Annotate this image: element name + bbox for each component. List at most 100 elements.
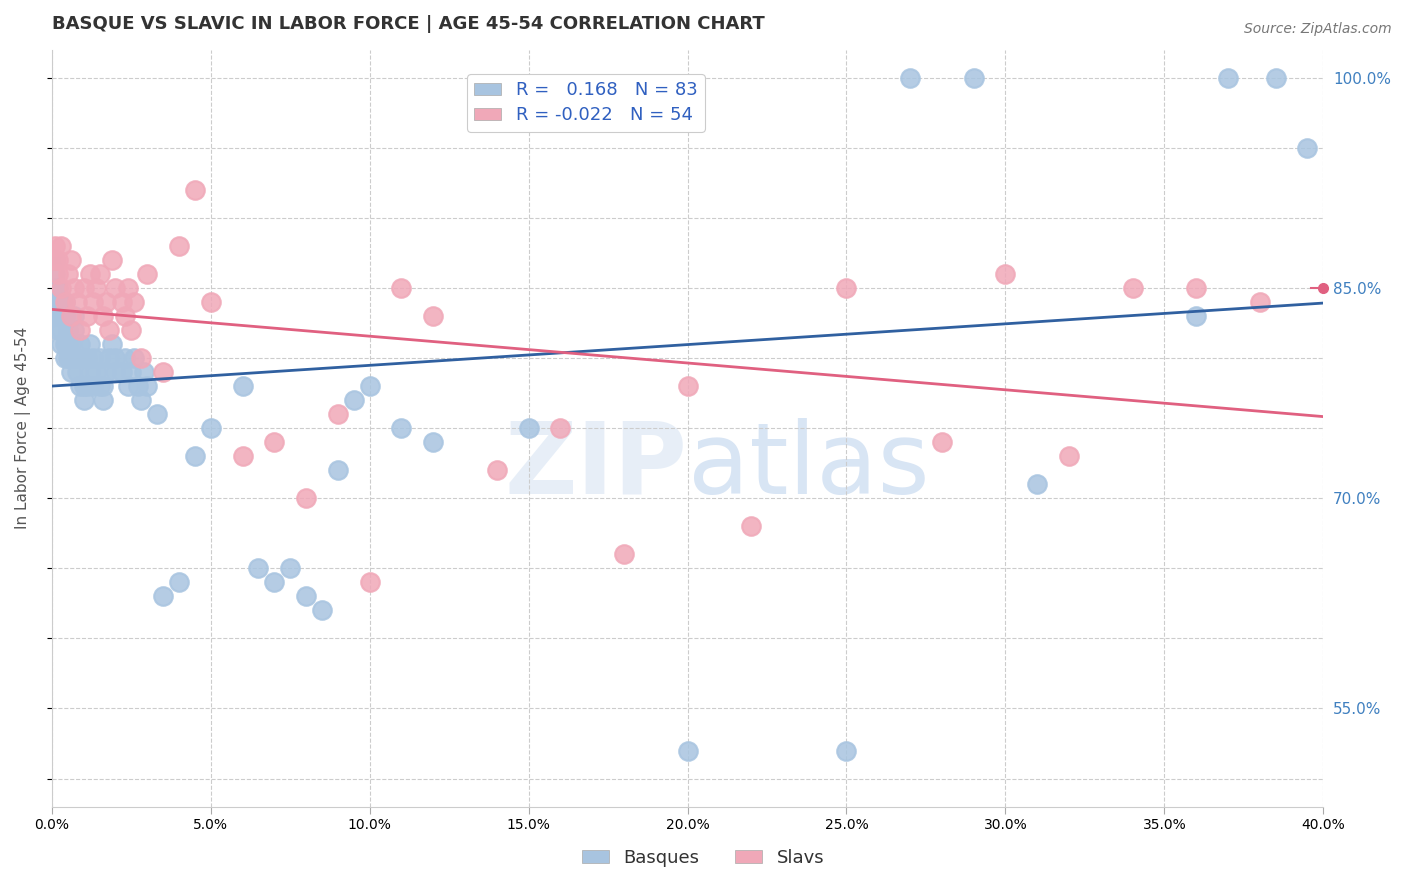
Point <box>86 365 108 379</box>
Point <box>69 379 91 393</box>
Point <box>66 351 89 366</box>
Point <box>46 267 69 281</box>
Point <box>740 519 762 533</box>
Point <box>76 351 98 366</box>
Point <box>82 379 104 393</box>
Point <box>359 379 381 393</box>
Point <box>46 253 69 268</box>
Text: atlas: atlas <box>688 417 929 515</box>
Point <box>391 281 413 295</box>
Point <box>44 309 66 323</box>
Point <box>295 590 318 604</box>
Point <box>343 393 366 408</box>
Point <box>124 351 146 366</box>
Point <box>232 379 254 393</box>
Point <box>136 267 159 281</box>
Point <box>232 449 254 463</box>
Point <box>167 239 190 253</box>
Point <box>91 379 114 393</box>
Text: Source: ZipAtlas.com: Source: ZipAtlas.com <box>1244 22 1392 37</box>
Point <box>51 323 73 337</box>
Point <box>120 323 142 337</box>
Point <box>117 281 139 295</box>
Point <box>152 590 174 604</box>
Point <box>184 183 207 197</box>
Point <box>613 547 636 561</box>
Point <box>517 421 540 435</box>
Legend: Basques, Slavs: Basques, Slavs <box>575 842 831 874</box>
Point <box>89 267 111 281</box>
Point <box>59 351 82 366</box>
Point <box>104 281 127 295</box>
Point <box>1026 477 1049 491</box>
Point <box>111 295 134 310</box>
Point <box>200 295 222 310</box>
Point <box>53 309 76 323</box>
Point <box>120 365 142 379</box>
Point <box>98 351 121 366</box>
Point <box>311 603 333 617</box>
Point <box>59 337 82 351</box>
Point <box>152 365 174 379</box>
Point <box>1249 295 1271 310</box>
Point <box>46 281 69 295</box>
Point <box>79 337 101 351</box>
Point <box>104 365 127 379</box>
Point <box>101 337 124 351</box>
Point <box>104 351 127 366</box>
Point <box>114 351 136 366</box>
Point <box>51 239 73 253</box>
Point <box>994 267 1017 281</box>
Point <box>44 267 66 281</box>
Point <box>94 295 117 310</box>
Point <box>129 351 152 366</box>
Point <box>44 239 66 253</box>
Point <box>53 295 76 310</box>
Point <box>69 337 91 351</box>
Point <box>835 743 858 757</box>
Point <box>359 575 381 590</box>
Point <box>46 295 69 310</box>
Point <box>278 561 301 575</box>
Point <box>89 351 111 366</box>
Point <box>145 407 167 421</box>
Point <box>56 337 79 351</box>
Point <box>1122 281 1144 295</box>
Legend: R =   0.168   N = 83, R = -0.022   N = 54: R = 0.168 N = 83, R = -0.022 N = 54 <box>467 74 704 132</box>
Point <box>59 365 82 379</box>
Point <box>132 365 155 379</box>
Point <box>94 365 117 379</box>
Point <box>56 323 79 337</box>
Point <box>79 365 101 379</box>
Point <box>56 267 79 281</box>
Point <box>326 407 349 421</box>
Point <box>898 70 921 85</box>
Point <box>326 463 349 477</box>
Point <box>111 365 134 379</box>
Point <box>72 379 94 393</box>
Point <box>89 379 111 393</box>
Text: BASQUE VS SLAVIC IN LABOR FORCE | AGE 45-54 CORRELATION CHART: BASQUE VS SLAVIC IN LABOR FORCE | AGE 45… <box>52 15 765 33</box>
Point <box>76 379 98 393</box>
Point <box>1057 449 1080 463</box>
Point <box>127 379 149 393</box>
Point <box>550 421 572 435</box>
Point <box>53 295 76 310</box>
Point <box>86 281 108 295</box>
Point <box>51 281 73 295</box>
Point <box>200 421 222 435</box>
Y-axis label: In Labor Force | Age 45-54: In Labor Force | Age 45-54 <box>15 327 31 529</box>
Point <box>63 281 86 295</box>
Point <box>485 463 508 477</box>
Point <box>82 351 104 366</box>
Point <box>931 435 953 450</box>
Point <box>82 295 104 310</box>
Point <box>59 253 82 268</box>
Point <box>91 393 114 408</box>
Point <box>263 435 285 450</box>
Point <box>66 365 89 379</box>
Point <box>53 337 76 351</box>
Text: ZIP: ZIP <box>505 417 688 515</box>
Point <box>114 309 136 323</box>
Point <box>1185 281 1208 295</box>
